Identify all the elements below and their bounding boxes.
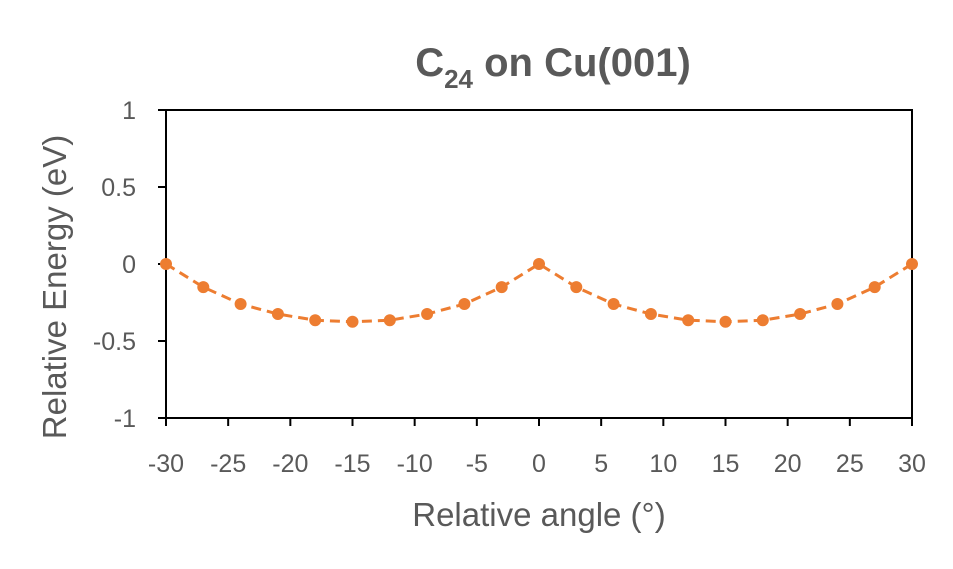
x-tick-label: -25 (210, 450, 246, 478)
data-point (383, 314, 396, 327)
chart-title-subscript: 24 (444, 64, 473, 94)
data-point (346, 315, 359, 328)
x-tick-label: 15 (712, 450, 740, 478)
x-tick-label: 10 (649, 450, 677, 478)
data-point (906, 258, 918, 270)
data-point (234, 298, 247, 311)
data-point (421, 308, 434, 321)
data-point (197, 281, 210, 294)
data-point (495, 281, 508, 294)
series-line (165, 262, 913, 324)
data-point (458, 298, 471, 311)
x-tick-label: -10 (397, 450, 433, 478)
data-point (682, 314, 695, 327)
x-tick-label: -15 (334, 450, 370, 478)
y-tick-label: 1 (122, 97, 136, 125)
data-point (160, 258, 172, 270)
x-tick-label: 0 (532, 450, 546, 478)
y-tick-label: 0 (122, 251, 136, 279)
data-point (644, 308, 657, 321)
y-axis: 1 0.5 0 -0.5 -1 (93, 97, 166, 433)
data-point (756, 314, 769, 327)
y-tick-label: -1 (114, 405, 136, 433)
y-axis-title: Relative Energy (eV) (36, 135, 73, 439)
chart-title: C24 on Cu(001) (415, 41, 691, 94)
data-point (719, 315, 732, 328)
x-tick-label: 25 (836, 450, 864, 478)
data-point (271, 308, 284, 321)
x-tick-label: 5 (594, 450, 608, 478)
data-point (868, 281, 881, 294)
data-point (309, 314, 322, 327)
data-point (831, 298, 844, 311)
chart-title-rest: on Cu(001) (473, 41, 691, 85)
y-tick-label: -0.5 (93, 328, 136, 356)
data-point (607, 298, 620, 311)
data-point (570, 281, 583, 294)
x-tick-label: 20 (774, 450, 802, 478)
x-tick-label: -5 (466, 450, 488, 478)
y-tick-label: 0.5 (101, 174, 136, 202)
x-axis: -30 -25 -20 -15 -10 -5 0 5 10 15 20 25 30 (148, 418, 926, 478)
x-axis-title: Relative angle (°) (412, 496, 665, 533)
data-point (794, 308, 807, 321)
data-point (533, 258, 545, 270)
chart-title-main: C (415, 41, 444, 85)
series-group (160, 258, 918, 328)
x-tick-label: -20 (272, 450, 308, 478)
x-tick-label: -30 (148, 450, 184, 478)
x-tick-label: 30 (898, 450, 926, 478)
